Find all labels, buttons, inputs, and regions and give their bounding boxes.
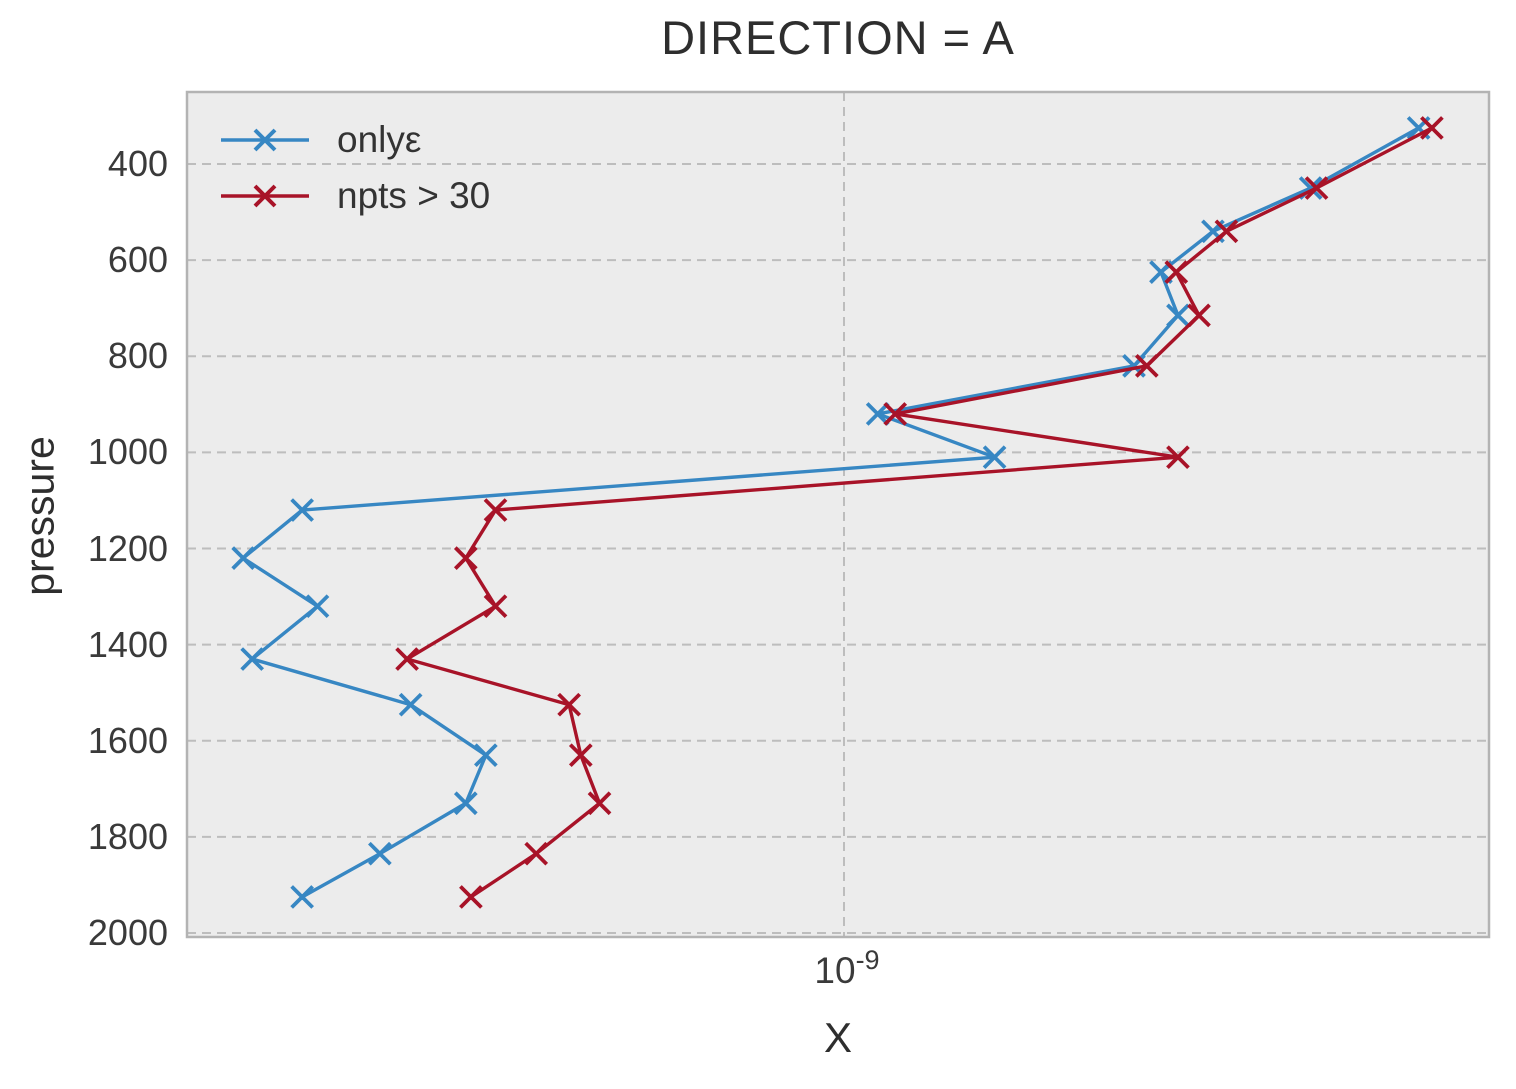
y-tick-label: 1800	[87, 815, 168, 857]
x-axis-label: X	[823, 1014, 853, 1061]
legend: onlyε npts > 30	[219, 112, 490, 224]
y-tick-label: 600	[107, 239, 168, 281]
y-tick-label: 1400	[87, 623, 168, 665]
y-tick-label: 1600	[87, 719, 168, 761]
legend-item-onlye: onlyε	[219, 112, 490, 168]
legend-swatch-shape	[253, 128, 277, 152]
axes-spines	[185, 90, 1491, 939]
chart-title: DIRECTION = A	[661, 11, 1015, 64]
series-markers-1	[395, 116, 1444, 909]
legend-swatch-shape	[253, 184, 277, 208]
legend-marker-onlye-icon	[221, 128, 309, 152]
legend-label-npts: npts > 30	[337, 175, 491, 216]
x-tick-label: 10-9	[814, 945, 879, 992]
y-tick-label: 800	[107, 335, 168, 377]
y-tick-label: 2000	[87, 912, 168, 953]
axes-background	[187, 92, 1489, 937]
y-tick-label: 1200	[87, 527, 168, 569]
series-markers-0	[231, 116, 1431, 909]
y-tick-label: 400	[107, 143, 168, 184]
legend-marker-npts-icon	[221, 184, 309, 208]
x-tick-exponent: -9	[855, 945, 880, 975]
legend-label-onlye: onlyε	[337, 119, 422, 160]
legend-item-npts: npts > 30	[219, 168, 490, 224]
x-tick-base: 10	[814, 950, 856, 991]
y-tick-label: 1000	[87, 431, 168, 473]
